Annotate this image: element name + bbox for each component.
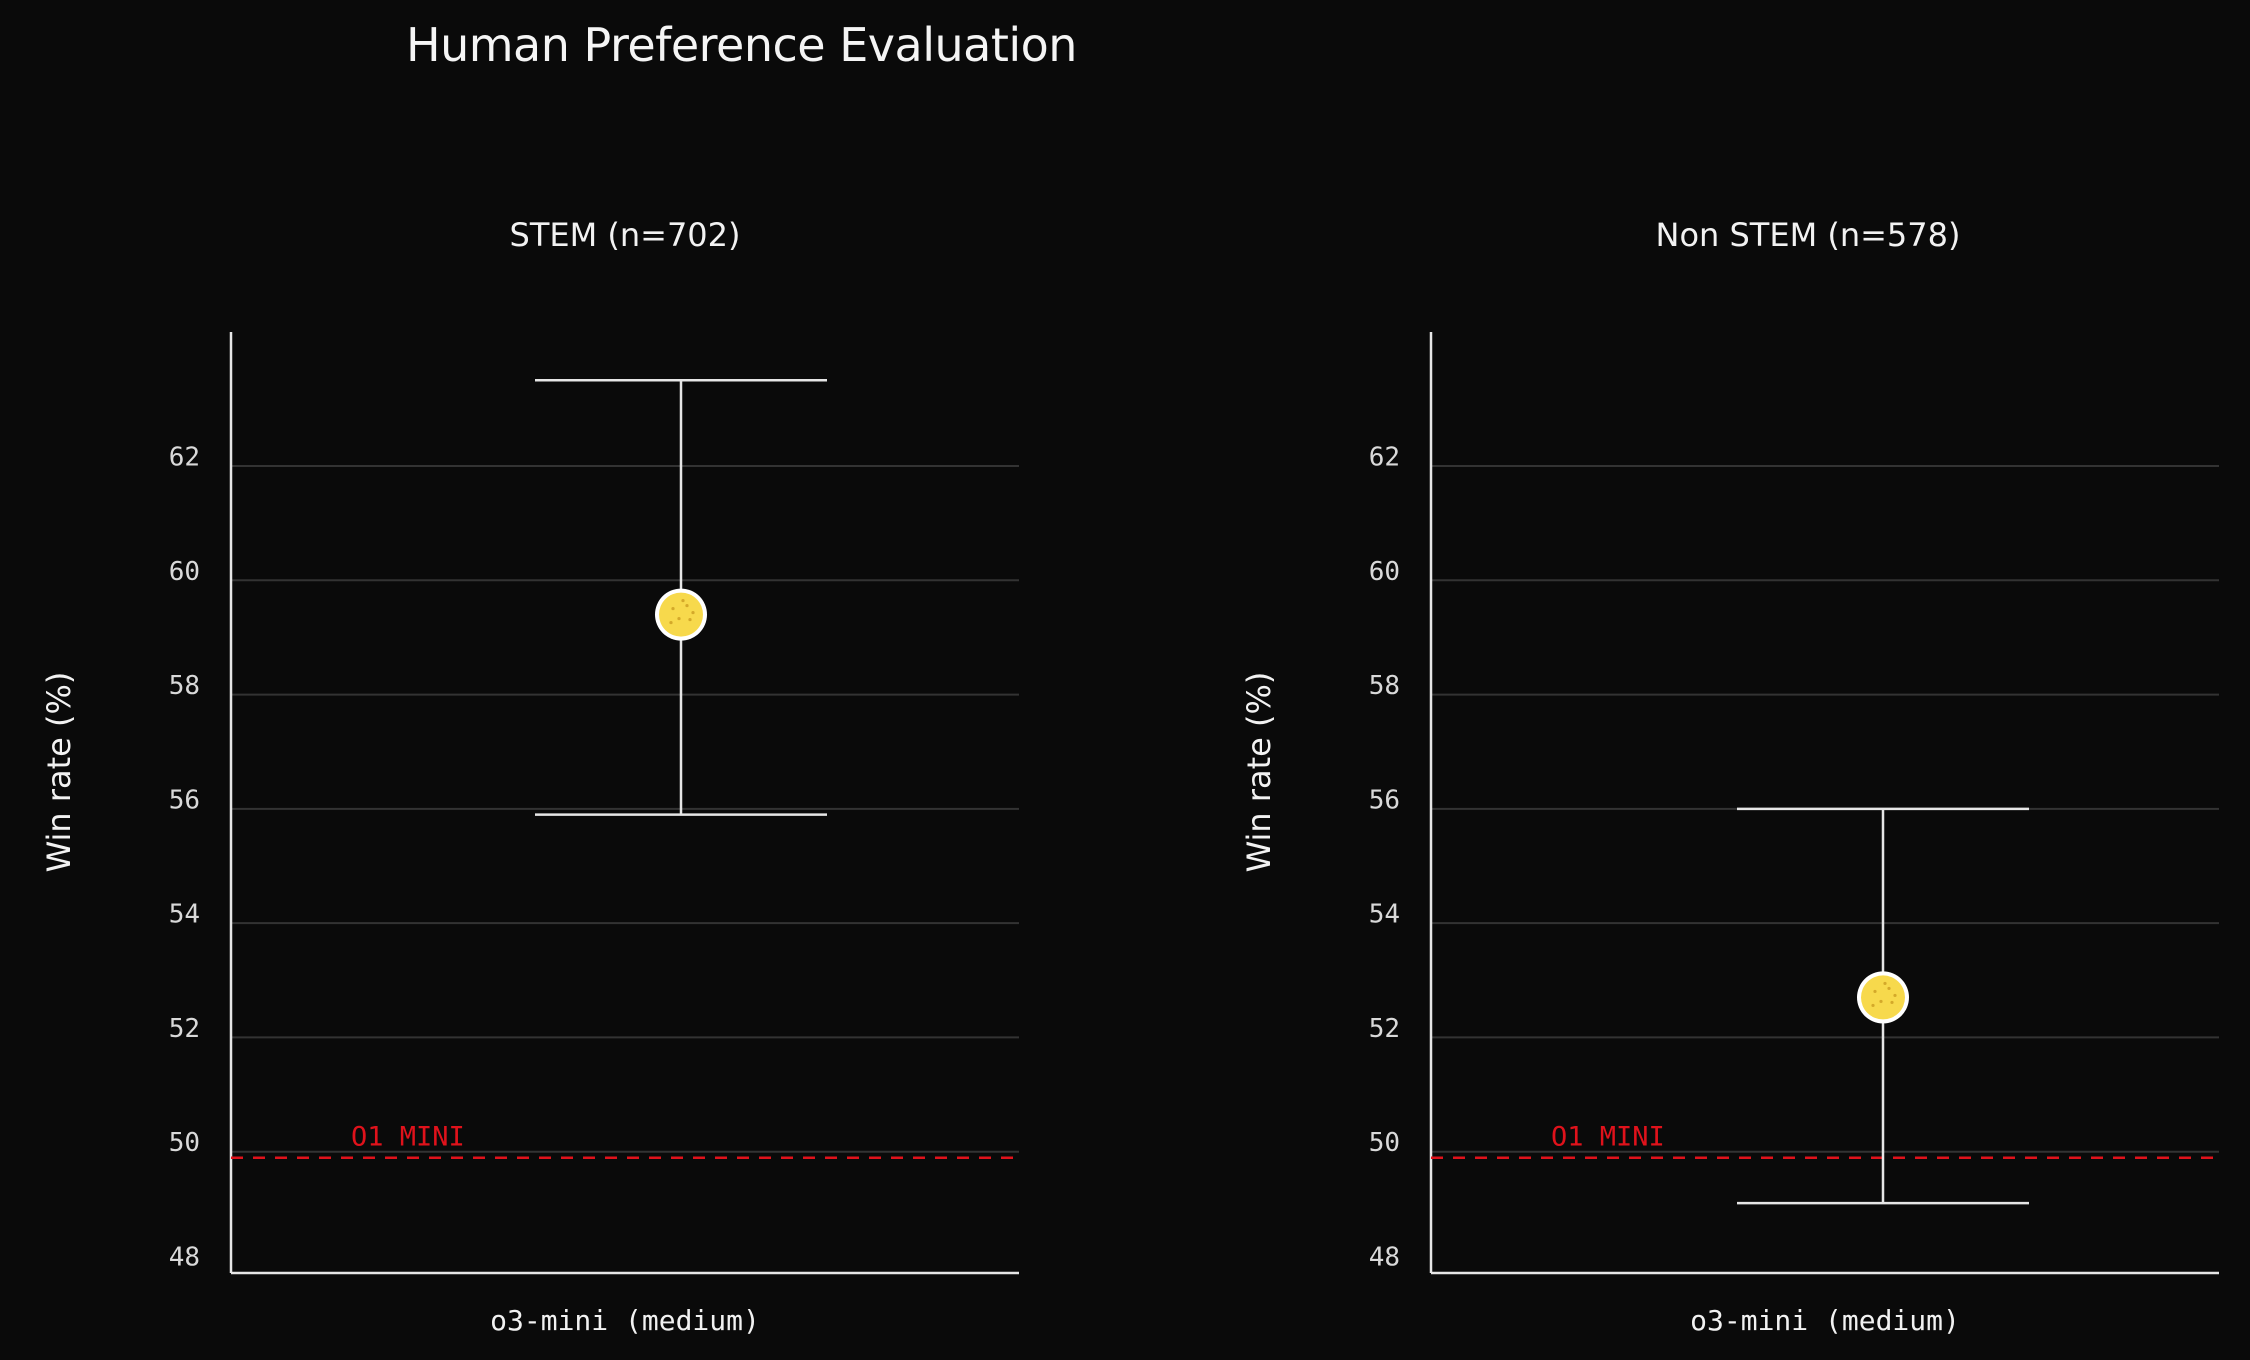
chart-panel-1: STEM (n=702) 48 50 52 54 56 58 60 62 Win rate (%)… xyxy=(40,216,1019,1337)
data-point-speckle xyxy=(1893,993,1897,998)
y-tick-label: 54 xyxy=(169,900,200,930)
data-point-speckle xyxy=(688,617,692,622)
data-point-speckle xyxy=(681,598,685,603)
baseline-label: O1 MINI xyxy=(1551,1122,1665,1153)
y-tick-label: 58 xyxy=(169,671,200,701)
data-point-speckle xyxy=(1890,1000,1894,1005)
data-point-speckle xyxy=(1871,1003,1875,1008)
y-tick-label: 52 xyxy=(169,1014,200,1044)
y-tick-label: 56 xyxy=(1369,785,1400,815)
data-point-speckle xyxy=(677,616,681,621)
y-tick-label: 62 xyxy=(169,443,200,473)
y-tick-label: 50 xyxy=(1369,1128,1400,1158)
y-tick-label: 52 xyxy=(1369,1014,1400,1044)
y-tick-label: 48 xyxy=(1369,1243,1400,1273)
data-point-speckle xyxy=(1887,986,1891,991)
data-point-speckle xyxy=(669,620,673,625)
y-tick-label: 56 xyxy=(169,785,200,815)
y-tick-label: 60 xyxy=(1369,557,1400,587)
y-axis-label: Win rate (%) xyxy=(1240,672,1278,873)
y-tick-label: 54 xyxy=(1369,900,1400,930)
y-tick-label: 58 xyxy=(1369,671,1400,701)
data-point-fill xyxy=(1861,975,1905,1020)
y-tick-label: 60 xyxy=(169,557,200,587)
data-point-speckle xyxy=(691,610,695,615)
data-point-speckle xyxy=(1883,981,1887,986)
panel-title: STEM (n=702) xyxy=(510,216,741,254)
y-tick-label: 50 xyxy=(169,1128,200,1158)
x-category-label: o3-mini (medium) xyxy=(1690,1304,1960,1337)
y-tick-label: 48 xyxy=(169,1243,200,1273)
data-point-speckle xyxy=(1879,999,1883,1004)
data-point-speckle xyxy=(1873,989,1877,994)
chart-panel-2: Non STEM (n=578) 48 50 52 54 56 58 60 62 Win rate… xyxy=(1240,216,2219,1337)
data-point-speckle xyxy=(685,603,689,608)
y-axis-label: Win rate (%) xyxy=(40,672,78,873)
data-point-speckle xyxy=(671,606,675,611)
data-point xyxy=(655,588,707,641)
page-title: Human Preference Evaluation xyxy=(406,18,1077,72)
panel-title: Non STEM (n=578) xyxy=(1656,216,1961,254)
x-category-label: o3-mini (medium) xyxy=(490,1304,760,1337)
baseline-label: O1 MINI xyxy=(351,1122,465,1153)
data-point xyxy=(1857,971,1909,1024)
data-point-fill xyxy=(659,592,703,637)
y-tick-label: 62 xyxy=(1369,443,1400,473)
